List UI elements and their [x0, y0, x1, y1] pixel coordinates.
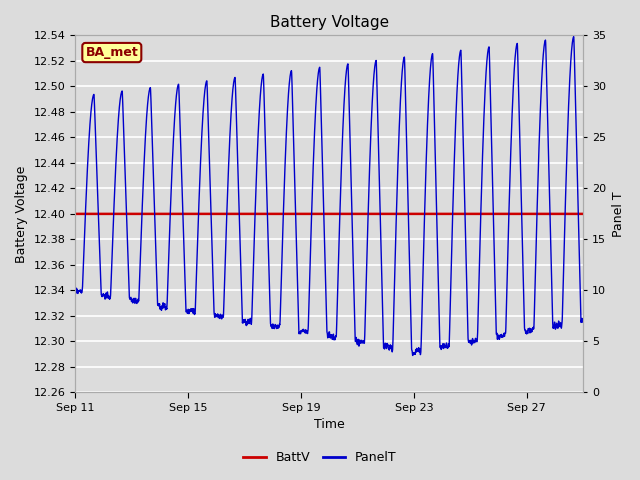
Legend: BattV, PanelT: BattV, PanelT — [238, 446, 402, 469]
X-axis label: Time: Time — [314, 419, 345, 432]
Text: BA_met: BA_met — [85, 46, 138, 59]
Y-axis label: Panel T: Panel T — [612, 191, 625, 237]
Title: Battery Voltage: Battery Voltage — [269, 15, 389, 30]
Y-axis label: Battery Voltage: Battery Voltage — [15, 165, 28, 263]
